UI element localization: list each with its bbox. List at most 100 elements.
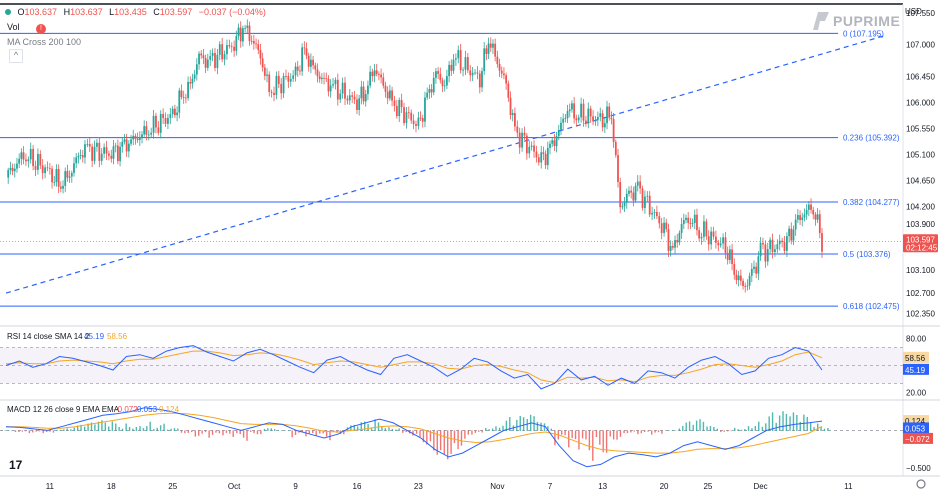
candle-body	[437, 71, 440, 74]
macd-histogram-bar	[647, 430, 649, 432]
candle-body	[268, 74, 271, 92]
candle-body	[246, 25, 249, 28]
time-tick-label: 7	[548, 482, 553, 491]
close-value: 103.597	[159, 7, 193, 17]
settings-gear-icon[interactable]	[916, 479, 926, 489]
macd-histogram-bar	[319, 430, 321, 434]
fib-level-label: 0 (107.195)	[843, 29, 884, 38]
candle-body	[705, 221, 708, 237]
macd-histogram-bar	[256, 430, 259, 435]
candle-body	[11, 167, 14, 172]
candle-body	[575, 118, 578, 121]
macd-histogram-bar	[28, 430, 31, 434]
price-tick-label: 106.450	[906, 72, 935, 81]
macd-histogram-bar	[522, 417, 525, 431]
candle-body	[646, 195, 649, 197]
candle-body	[778, 240, 781, 245]
macd-histogram-bar	[388, 427, 390, 431]
macd-histogram-bar	[633, 430, 635, 432]
macd-histogram-bar	[771, 412, 774, 431]
candle-body	[162, 113, 165, 118]
candle-body	[750, 268, 753, 276]
change-value: −0.037 (−0.04%)	[198, 7, 266, 17]
candle-body	[200, 53, 203, 56]
macd-histogram-bar	[363, 421, 366, 431]
candle-body	[452, 59, 455, 71]
candle-body	[641, 188, 644, 208]
macd-histogram-bar	[547, 426, 549, 431]
candle-body	[216, 54, 219, 68]
candle-body	[112, 146, 115, 159]
price-tick-label: 104.650	[906, 176, 935, 185]
candle-body	[571, 103, 573, 110]
candle-body	[13, 168, 16, 172]
brand-name: PUPRIME	[833, 13, 901, 29]
candle-body	[687, 217, 690, 224]
warning-icon[interactable]: !	[36, 24, 47, 34]
macd-histogram-bar	[498, 427, 501, 431]
macd-histogram-bar	[685, 422, 687, 431]
macd-histogram-bar	[661, 430, 663, 434]
candle-body	[280, 83, 283, 94]
macd-histogram-bar	[405, 430, 407, 433]
candle-body	[204, 57, 207, 68]
candle-body	[221, 44, 224, 60]
candle-body	[16, 163, 18, 169]
macd-histogram-bar	[803, 414, 805, 431]
candle-countdown: 02:12:45	[906, 243, 938, 252]
candle-body	[621, 206, 624, 208]
candle-body	[105, 147, 108, 154]
candle-body	[663, 222, 665, 233]
macd-histogram-bar	[785, 413, 788, 431]
candle-body	[301, 47, 304, 72]
time-tick-label: 16	[353, 482, 362, 491]
candle-body	[193, 74, 196, 79]
candle-body	[7, 170, 10, 178]
macd-histogram-bar	[675, 430, 677, 431]
candle-body	[66, 171, 69, 178]
macd-histogram-bar	[135, 426, 138, 431]
macd-histogram-bar	[70, 429, 72, 431]
macd-histogram-bar	[467, 430, 470, 435]
candle-body	[79, 155, 82, 157]
candle-body	[316, 69, 319, 77]
candle-body	[351, 95, 354, 97]
candle-body	[483, 48, 486, 72]
macd-histogram-bar	[242, 430, 245, 438]
candle-body	[487, 43, 490, 54]
candle-body	[32, 148, 35, 167]
candle-body	[466, 57, 469, 71]
macd-histogram-bar	[21, 430, 24, 432]
price-tick-label: 103.100	[906, 266, 935, 275]
candle-body	[682, 220, 685, 224]
candle-body	[471, 72, 474, 76]
candle-body	[755, 266, 758, 274]
candle-body	[432, 77, 435, 93]
macd-histogram-bar	[115, 423, 117, 431]
candle-body	[816, 214, 819, 220]
candle-body	[273, 92, 275, 95]
candle-body	[22, 152, 25, 160]
macd-histogram-bar	[87, 423, 89, 431]
macd-hist-tag	[903, 432, 933, 444]
candle-body	[814, 214, 817, 220]
candle-body	[107, 153, 110, 156]
macd-histogram-bar	[187, 430, 189, 433]
candle-body	[634, 185, 637, 201]
macd-histogram-bar	[775, 422, 777, 431]
macd-histogram-bar	[270, 428, 272, 431]
candle-body	[737, 275, 740, 281]
candle-body	[20, 152, 23, 159]
macd-hist-value: −0.072	[113, 405, 138, 414]
candle-body	[764, 244, 767, 262]
collapse-icon[interactable]: ^	[9, 49, 23, 63]
candle-body	[287, 76, 290, 82]
candle-body	[305, 48, 308, 56]
macd-histogram-bar	[817, 423, 819, 431]
candle-body	[443, 85, 446, 87]
candle-body	[364, 94, 367, 102]
candle-body	[191, 78, 194, 84]
macd-histogram-bar	[45, 430, 48, 432]
